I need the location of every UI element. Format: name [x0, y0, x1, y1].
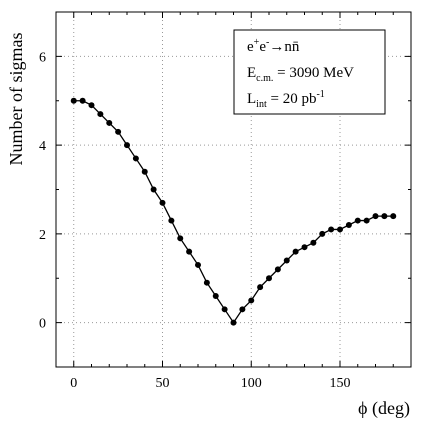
data-point — [319, 230, 326, 237]
data-point — [248, 297, 255, 304]
data-point — [106, 119, 113, 126]
legend-line-reaction: e+e-→nn̄ — [247, 37, 300, 55]
y-tick-label: 4 — [39, 139, 46, 154]
data-point — [328, 226, 335, 233]
legend-box: e+e-→nn̄ Ec.m. = 3090 MeV Lint = 20 pb-1 — [233, 29, 386, 115]
data-point — [150, 186, 157, 193]
data-point — [79, 97, 86, 104]
x-tick-label: 0 — [70, 376, 77, 391]
data-point — [212, 293, 219, 299]
plot-frame — [55, 11, 412, 368]
data-point — [310, 239, 317, 246]
y-tick-label: 0 — [39, 317, 46, 332]
data-point — [141, 168, 148, 175]
y-axis-label: Number of sigmas — [6, 33, 26, 166]
data-point — [230, 319, 237, 326]
data-point — [345, 222, 352, 228]
data-point — [266, 275, 272, 282]
data-point — [177, 235, 184, 242]
data-point — [292, 248, 299, 255]
data-point — [195, 261, 201, 268]
y-tick-label: 2 — [39, 228, 46, 243]
x-axis-label: ϕ (deg) — [358, 398, 410, 419]
data-point — [115, 128, 122, 135]
x-tick-label: 50 — [156, 376, 170, 391]
data-point — [363, 217, 370, 224]
data-point — [132, 155, 139, 162]
data-point — [283, 257, 290, 264]
data-point — [301, 244, 308, 251]
x-tick-label: 150 — [330, 376, 351, 391]
data-point — [168, 217, 175, 224]
legend-line-energy: Ec.m. = 3090 MeV — [247, 65, 354, 84]
series — [70, 97, 397, 326]
data-point — [88, 102, 95, 109]
legend-line-luminosity: Lint = 20 pb-1 — [247, 89, 325, 110]
x-tick-label: 100 — [241, 376, 262, 391]
data-point — [390, 213, 397, 220]
data-point — [124, 142, 130, 149]
data-point — [239, 306, 246, 313]
data-point — [372, 213, 379, 220]
data-point — [337, 226, 343, 233]
data-point — [381, 213, 388, 220]
data-point — [274, 266, 281, 273]
data-point — [186, 248, 193, 255]
data-point — [97, 111, 104, 118]
y-tick-label: 6 — [39, 50, 46, 65]
data-point — [221, 306, 228, 313]
series-line — [73, 100, 394, 324]
data-point — [70, 97, 77, 104]
data-point — [354, 217, 361, 224]
data-point — [159, 199, 166, 206]
legend-frame — [233, 29, 386, 115]
data-point — [257, 284, 264, 291]
ticks: 0 50 100 150 0 2 4 6 — [39, 11, 411, 391]
data-point — [203, 279, 210, 286]
